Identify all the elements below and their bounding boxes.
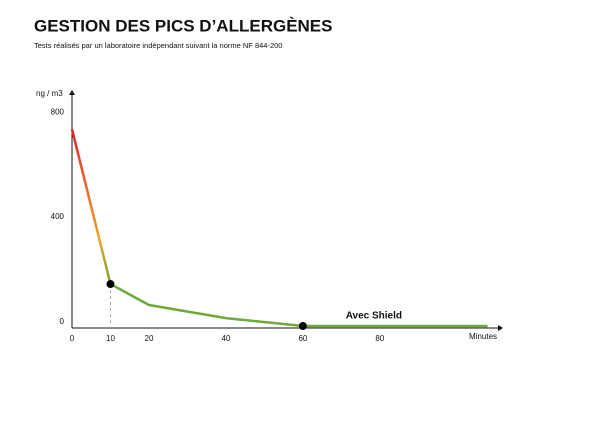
x-tick-label: 40 <box>221 334 230 343</box>
x-tick-label: 10 <box>106 334 115 343</box>
y-axis-arrow <box>69 90 75 95</box>
y-tick-label: 0 <box>60 317 65 326</box>
y-tick-label: 400 <box>51 212 65 221</box>
data-line <box>70 129 488 328</box>
y-tick-label: 800 <box>51 107 65 116</box>
x-tick-label: 20 <box>145 334 154 343</box>
x-tick-label: 60 <box>298 334 307 343</box>
series-label: Avec Shield <box>346 311 402 322</box>
chart-subtitle: Tests réalisés par un laboratoire indépe… <box>34 41 282 50</box>
chart-title: GESTION DES PICS D’ALLERGÈNES <box>34 16 333 35</box>
x-axis-arrow <box>498 325 503 331</box>
marker <box>298 322 307 330</box>
x-axis-label: Minutes <box>469 332 497 341</box>
y-axis-label: ng / m3 <box>36 89 63 98</box>
x-tick-label: 0 <box>70 334 75 343</box>
x-tick-label: 80 <box>375 334 384 343</box>
marker <box>106 280 115 289</box>
